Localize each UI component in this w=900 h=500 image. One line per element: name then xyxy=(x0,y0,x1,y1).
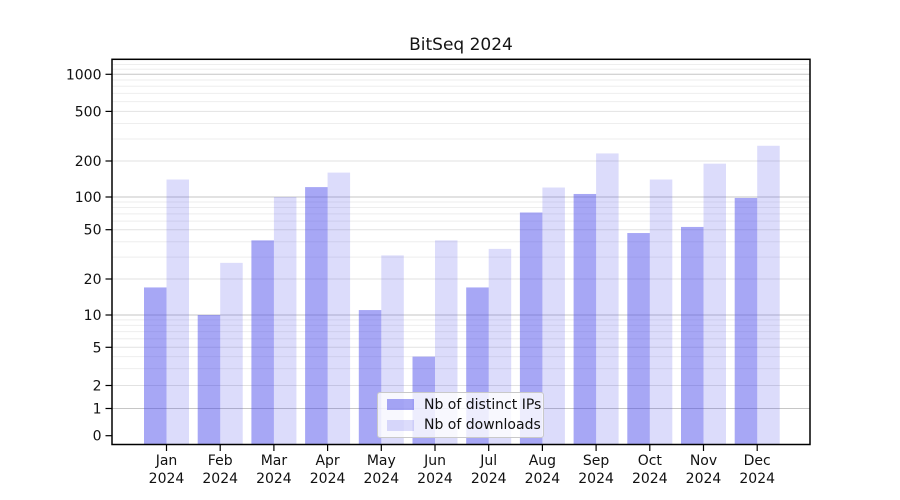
x-tick-label-month: Sep xyxy=(583,453,610,469)
chart-title: BitSeq 2024 xyxy=(409,35,513,55)
bar-distinct-ips-oct xyxy=(627,233,650,445)
bar-distinct-ips-apr xyxy=(305,187,328,445)
legend-swatch-distinct-ips xyxy=(387,399,414,411)
bar-distinct-ips-feb xyxy=(197,315,221,445)
bar-downloads-nov xyxy=(703,163,726,445)
x-tick-label-year: 2024 xyxy=(363,471,399,487)
x-tick-label-month: Oct xyxy=(638,453,663,469)
x-tick-label-month: Feb xyxy=(208,453,233,469)
x-tick-label-year: 2024 xyxy=(471,471,507,487)
bar-distinct-ips-nov xyxy=(681,226,704,445)
legend-item-distinct-ips: Nb of distinct IPs xyxy=(387,396,543,414)
bar-downloads-oct xyxy=(649,179,673,445)
legend-label-distinct-ips: Nb of distinct IPs xyxy=(424,396,542,413)
x-tick-label-year: 2024 xyxy=(632,471,668,487)
x-tick-label-month: Dec xyxy=(744,453,771,469)
legend-item-downloads: Nb of downloads xyxy=(387,416,543,434)
y-tick-label: 2 xyxy=(93,379,102,395)
bar-downloads-jan xyxy=(166,179,189,445)
x-tick-label-year: 2024 xyxy=(149,471,185,487)
bar-downloads-sep xyxy=(596,153,619,445)
x-tick-label-month: Jul xyxy=(479,453,497,469)
bar-downloads-apr xyxy=(327,172,351,445)
x-tick-label-year: 2024 xyxy=(202,471,238,487)
y-tick-label: 1000 xyxy=(66,67,102,83)
legend-label-downloads: Nb of downloads xyxy=(424,417,541,434)
x-tick-label-month: Apr xyxy=(315,453,339,469)
x-tick-label-year: 2024 xyxy=(686,471,722,487)
y-tick-label: 50 xyxy=(84,223,102,239)
bar-downloads-mar xyxy=(273,197,297,445)
bar-distinct-ips-sep xyxy=(573,193,597,445)
y-tick-label: 5 xyxy=(93,340,102,356)
x-tick-label-year: 2024 xyxy=(256,471,292,487)
x-tick-label-year: 2024 xyxy=(739,471,775,487)
bar-downloads-feb xyxy=(220,262,243,445)
x-tick-label-month: May xyxy=(367,453,396,469)
legend-swatch-downloads xyxy=(387,419,414,431)
plot-border xyxy=(111,58,811,446)
y-tick-label: 100 xyxy=(75,190,102,206)
bar-distinct-ips-mar xyxy=(251,240,274,445)
x-tick-label-year: 2024 xyxy=(310,471,346,487)
x-tick-label-month: Jan xyxy=(155,453,178,469)
y-tick-label: 500 xyxy=(75,104,102,120)
y-tick-label: 0 xyxy=(93,429,102,445)
x-tick-label-month: Mar xyxy=(261,453,288,469)
y-tick-label: 20 xyxy=(84,272,102,288)
y-tick-label: 1 xyxy=(93,402,102,418)
bar-downloads-aug xyxy=(542,187,565,445)
bar-distinct-ips-dec xyxy=(734,197,758,445)
bar-distinct-ips-aug xyxy=(519,212,543,445)
x-tick-label-month: Jun xyxy=(423,453,446,469)
bar-distinct-ips-jan xyxy=(144,287,167,445)
x-tick-label-month: Aug xyxy=(529,453,556,469)
x-tick-label-year: 2024 xyxy=(578,471,614,487)
x-tick-label-month: Nov xyxy=(690,453,717,469)
legend: Nb of distinct IPs Nb of downloads xyxy=(377,392,544,438)
bar-downloads-dec xyxy=(757,145,780,445)
x-tick-label-year: 2024 xyxy=(525,471,561,487)
y-tick-label: 10 xyxy=(84,308,102,324)
y-tick-label: 200 xyxy=(75,154,102,170)
x-tick-label-year: 2024 xyxy=(417,471,453,487)
bar-distinct-ips-may xyxy=(358,310,382,445)
